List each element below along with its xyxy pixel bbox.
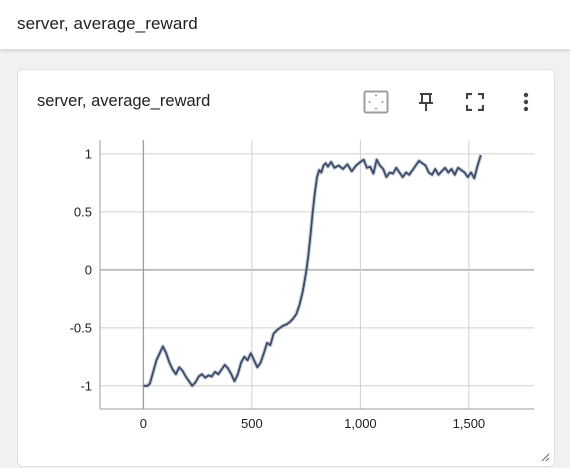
- chart-card: server, average_reward: [17, 69, 555, 467]
- more-vert-icon: [523, 92, 529, 112]
- x-tick-label: 0: [140, 416, 147, 431]
- page-title: server, average_reward: [17, 14, 198, 33]
- x-tick-label: 1,000: [344, 416, 377, 431]
- y-tick-label: 0: [85, 262, 92, 277]
- y-tick-label: 0.5: [74, 204, 92, 219]
- pin-icon: [419, 93, 433, 111]
- y-tick-label: -0.5: [70, 320, 92, 335]
- fit-domain-button[interactable]: [362, 88, 390, 116]
- x-tick-label: 1,500: [453, 416, 486, 431]
- y-tick-label: 1: [85, 146, 92, 161]
- chart-card-title: server, average_reward: [37, 92, 211, 110]
- fullscreen-icon: [466, 93, 484, 111]
- series-line: [143, 154, 482, 387]
- pin-button[interactable]: [412, 88, 440, 116]
- y-tick-label: -1: [80, 378, 92, 393]
- fit-domain-icon: [363, 90, 389, 114]
- resize-handle-icon[interactable]: [538, 450, 550, 462]
- top-bar: server, average_reward: [0, 0, 570, 50]
- more-options-button[interactable]: [512, 88, 540, 116]
- fullscreen-button[interactable]: [461, 88, 489, 116]
- x-tick-label: 500: [241, 416, 263, 431]
